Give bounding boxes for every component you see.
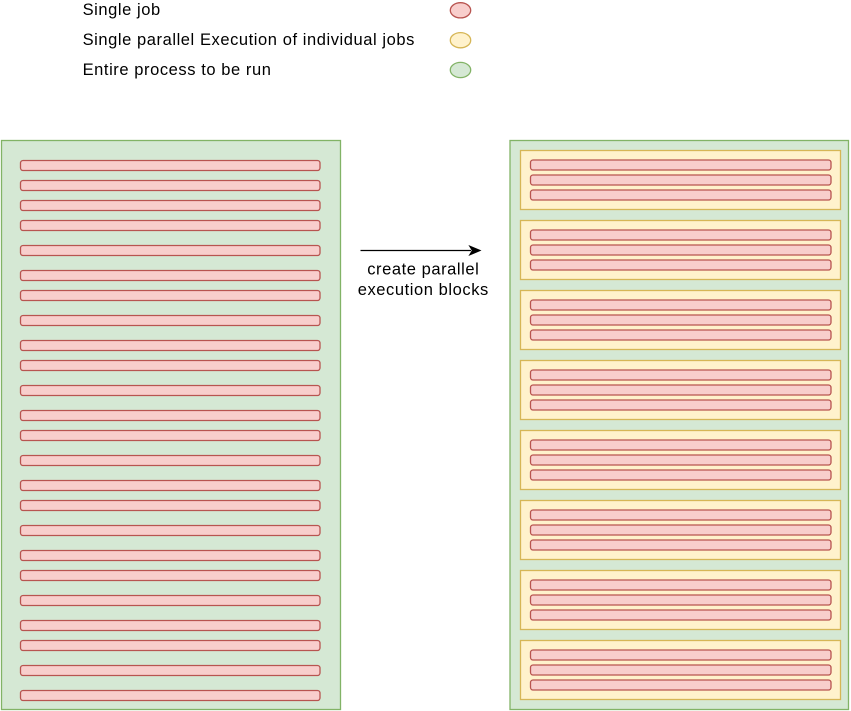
svg-text:execution blocks: execution blocks [358, 281, 489, 299]
svg-text:Single job: Single job [83, 1, 161, 19]
svg-text:Entire process to be run: Entire process to be run [83, 61, 272, 79]
svg-text:create parallel: create parallel [367, 260, 479, 278]
svg-text:Single parallel Execution of i: Single parallel Execution of individual … [83, 31, 415, 49]
